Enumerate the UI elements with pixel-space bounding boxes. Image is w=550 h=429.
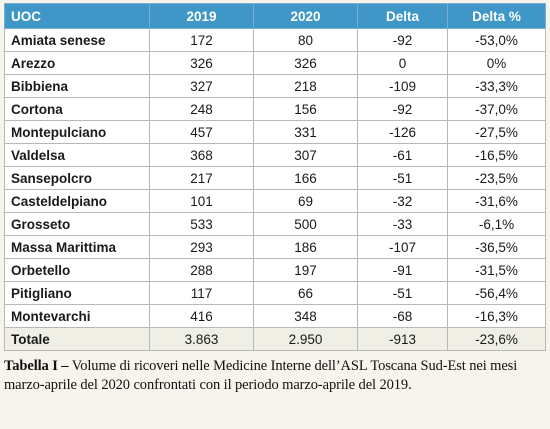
- caption-text: Volume di ricoveri nelle Medicine Intern…: [4, 358, 518, 393]
- table-row: Bibbiena 327 218 -109 -33,3%: [4, 74, 546, 98]
- cell-delta-percent: -53,0%: [447, 28, 546, 52]
- table-row: Amiata senese 172 80 -92 -53,0%: [4, 28, 546, 52]
- cell-delta-percent: -16,3%: [447, 304, 546, 328]
- table-row: Grosseto 533 500 -33 -6,1%: [4, 212, 546, 236]
- table-row: Sansepolcro 217 166 -51 -23,5%: [4, 166, 546, 190]
- cell-delta-percent: -27,5%: [447, 120, 546, 144]
- cell-uoc: Montevarchi: [4, 304, 150, 328]
- cell-2020: 218: [253, 74, 358, 98]
- cell-delta-percent: -16,5%: [447, 143, 546, 167]
- cell-2019: 117: [149, 281, 254, 305]
- cell-2019: 293: [149, 235, 254, 259]
- cell-2019: 327: [149, 74, 254, 98]
- header-uoc: UOC: [4, 3, 150, 29]
- total-label: Totale: [4, 327, 150, 351]
- cell-2020: 166: [253, 166, 358, 190]
- cell-2020: 500: [253, 212, 358, 236]
- header-delta-percent: Delta %: [447, 3, 546, 29]
- table-footer: Totale 3.863 2.950 -913 -23,6%: [4, 327, 546, 351]
- cell-delta: -107: [357, 235, 448, 259]
- cell-uoc: Sansepolcro: [4, 166, 150, 190]
- cell-uoc: Grosseto: [4, 212, 150, 236]
- cell-delta-percent: -31,6%: [447, 189, 546, 213]
- cell-uoc: Cortona: [4, 97, 150, 121]
- cell-2019: 533: [149, 212, 254, 236]
- cell-delta: -61: [357, 143, 448, 167]
- data-table: UOC 2019 2020 Delta Delta % Amiata senes…: [4, 3, 546, 351]
- table-caption: Tabella I – Volume di ricoveri nelle Med…: [4, 357, 545, 395]
- cell-delta-percent: -33,3%: [447, 74, 546, 98]
- cell-2019: 172: [149, 28, 254, 52]
- cell-delta: -33: [357, 212, 448, 236]
- cell-uoc: Orbetello: [4, 258, 150, 282]
- cell-delta: -51: [357, 281, 448, 305]
- cell-2020: 69: [253, 189, 358, 213]
- cell-2019: 326: [149, 51, 254, 75]
- caption-label: Tabella I –: [4, 358, 69, 374]
- cell-2020: 326: [253, 51, 358, 75]
- cell-uoc: Pitigliano: [4, 281, 150, 305]
- cell-delta: 0: [357, 51, 448, 75]
- total-2019: 3.863: [149, 327, 254, 351]
- total-delta: -913: [357, 327, 448, 351]
- cell-delta-percent: -23,5%: [447, 166, 546, 190]
- table-row: Arezzo 326 326 0 0%: [4, 51, 546, 75]
- header-2020: 2020: [253, 3, 358, 29]
- cell-2020: 156: [253, 97, 358, 121]
- table-header: UOC 2019 2020 Delta Delta %: [4, 3, 546, 29]
- table-row: Montepulciano 457 331 -126 -27,5%: [4, 120, 546, 144]
- cell-uoc: Valdelsa: [4, 143, 150, 167]
- cell-delta: -68: [357, 304, 448, 328]
- table-row: Orbetello 288 197 -91 -31,5%: [4, 258, 546, 282]
- cell-2019: 101: [149, 189, 254, 213]
- cell-2019: 288: [149, 258, 254, 282]
- cell-uoc: Massa Marittima: [4, 235, 150, 259]
- cell-delta: -91: [357, 258, 448, 282]
- cell-delta-percent: -37,0%: [447, 97, 546, 121]
- total-delta-percent: -23,6%: [447, 327, 546, 351]
- cell-uoc: Amiata senese: [4, 28, 150, 52]
- cell-2020: 66: [253, 281, 358, 305]
- cell-delta-percent: -6,1%: [447, 212, 546, 236]
- table-row: Pitigliano 117 66 -51 -56,4%: [4, 281, 546, 305]
- cell-2019: 416: [149, 304, 254, 328]
- table-row: Montevarchi 416 348 -68 -16,3%: [4, 304, 546, 328]
- cell-uoc: Bibbiena: [4, 74, 150, 98]
- cell-2019: 217: [149, 166, 254, 190]
- header-2019: 2019: [149, 3, 254, 29]
- cell-2020: 80: [253, 28, 358, 52]
- cell-2019: 457: [149, 120, 254, 144]
- table-row: Valdelsa 368 307 -61 -16,5%: [4, 143, 546, 167]
- table-row: Cortona 248 156 -92 -37,0%: [4, 97, 546, 121]
- total-row: Totale 3.863 2.950 -913 -23,6%: [4, 327, 546, 351]
- cell-2019: 368: [149, 143, 254, 167]
- table-figure: UOC 2019 2020 Delta Delta % Amiata senes…: [4, 3, 546, 395]
- cell-2020: 331: [253, 120, 358, 144]
- header-row: UOC 2019 2020 Delta Delta %: [4, 3, 546, 29]
- cell-2020: 186: [253, 235, 358, 259]
- table-row: Massa Marittima 293 186 -107 -36,5%: [4, 235, 546, 259]
- cell-delta: -92: [357, 28, 448, 52]
- table-row: Casteldelpiano 101 69 -32 -31,6%: [4, 189, 546, 213]
- header-delta: Delta: [357, 3, 448, 29]
- cell-delta: -32: [357, 189, 448, 213]
- cell-delta-percent: -56,4%: [447, 281, 546, 305]
- cell-2020: 348: [253, 304, 358, 328]
- cell-delta-percent: -36,5%: [447, 235, 546, 259]
- cell-uoc: Casteldelpiano: [4, 189, 150, 213]
- cell-delta-percent: 0%: [447, 51, 546, 75]
- total-2020: 2.950: [253, 327, 358, 351]
- cell-uoc: Arezzo: [4, 51, 150, 75]
- cell-2020: 197: [253, 258, 358, 282]
- table-body: Amiata senese 172 80 -92 -53,0% Arezzo 3…: [4, 28, 546, 328]
- cell-delta: -109: [357, 74, 448, 98]
- cell-uoc: Montepulciano: [4, 120, 150, 144]
- cell-delta: -51: [357, 166, 448, 190]
- cell-delta: -126: [357, 120, 448, 144]
- cell-2019: 248: [149, 97, 254, 121]
- cell-delta-percent: -31,5%: [447, 258, 546, 282]
- cell-2020: 307: [253, 143, 358, 167]
- cell-delta: -92: [357, 97, 448, 121]
